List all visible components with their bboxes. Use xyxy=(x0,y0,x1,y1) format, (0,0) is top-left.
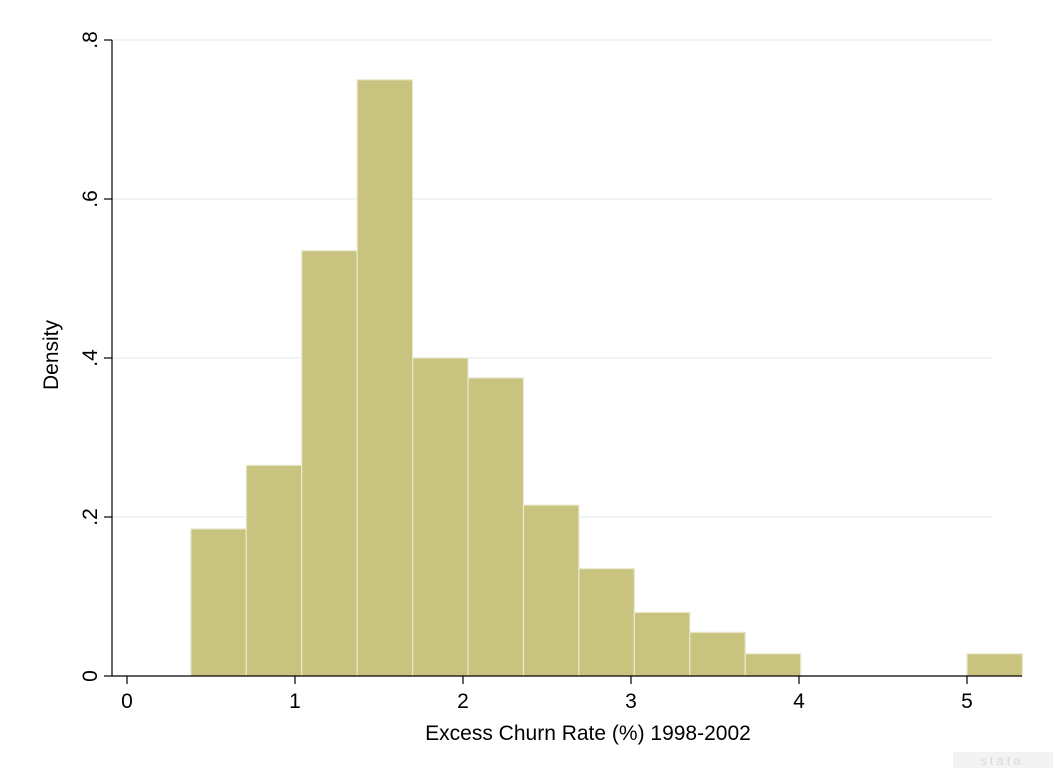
histogram-bar xyxy=(689,631,746,677)
stata-watermark: stata xyxy=(953,752,1053,768)
y-tick-label: .8 xyxy=(79,31,102,49)
y-tick-label: .4 xyxy=(79,349,102,367)
histogram-bar xyxy=(966,653,1024,677)
x-tick-label: 4 xyxy=(793,690,805,713)
x-tick-label: 5 xyxy=(961,690,973,713)
histogram-bar xyxy=(744,653,802,677)
y-tick-label: 0 xyxy=(79,670,102,682)
y-axis-title: Density xyxy=(40,319,63,390)
histogram-bar xyxy=(301,250,358,677)
x-axis-ticks: 0 1 2 3 4 5 xyxy=(121,676,973,713)
x-tick-label: 3 xyxy=(625,690,637,713)
histogram-bar xyxy=(356,79,414,677)
x-tick-label: 1 xyxy=(289,690,301,713)
histogram-bar xyxy=(522,504,580,677)
y-tick-label: .6 xyxy=(79,190,102,208)
histogram-bar xyxy=(633,611,691,677)
histogram-bar xyxy=(578,568,635,677)
x-axis-title: Excess Churn Rate (%) 1998-2002 xyxy=(425,722,751,745)
y-axis-ticks: 0 .2 .4 .6 .8 xyxy=(79,31,112,682)
histogram-bar xyxy=(467,377,525,677)
x-tick-label: 0 xyxy=(121,690,133,713)
histogram-bar xyxy=(412,357,469,677)
x-tick-label: 2 xyxy=(457,690,469,713)
y-tick-label: .2 xyxy=(79,508,102,526)
histogram-bar xyxy=(190,528,247,677)
histogram-bar xyxy=(245,464,303,677)
watermark-text: stata xyxy=(980,753,1023,768)
histogram-bars xyxy=(190,79,1024,677)
